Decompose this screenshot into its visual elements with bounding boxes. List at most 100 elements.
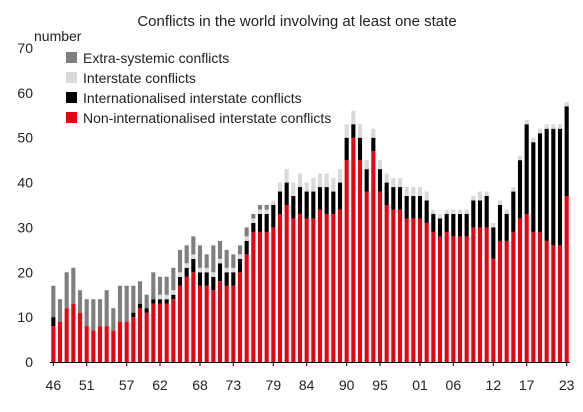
bar-segment (111, 308, 116, 331)
bar-segment (564, 101, 569, 107)
bar-segment (484, 227, 489, 362)
bar-segment (337, 182, 343, 210)
bar-segment (451, 213, 456, 237)
bar-segment (191, 254, 196, 259)
bar-segment (211, 290, 216, 362)
bar-segment (64, 272, 69, 309)
bar-segment (344, 137, 349, 161)
bar-segment (97, 326, 103, 362)
bar-segment (77, 290, 83, 313)
bar-segment (384, 205, 389, 362)
bar-segment (437, 218, 443, 237)
bar-segment (484, 191, 489, 197)
bar-segment (244, 254, 249, 362)
bar-segment (51, 317, 56, 327)
bar-segment (471, 196, 476, 201)
bar-segment (137, 308, 143, 362)
bar-segment (477, 200, 483, 228)
bar-segment (157, 294, 163, 300)
bar-segment (384, 173, 389, 183)
bar-segment (557, 245, 563, 362)
bar-segment (191, 258, 196, 273)
bar-segment (364, 160, 369, 170)
bar-segment (537, 133, 543, 232)
bar-segment (524, 124, 529, 214)
bar-segment (257, 205, 263, 210)
bar-segment (244, 236, 249, 241)
bar-segment (344, 160, 349, 362)
bar-segment (537, 128, 543, 134)
bar-segment (217, 240, 223, 259)
bar-segment (144, 312, 149, 362)
bar-segment (504, 209, 509, 214)
bar-segment (171, 294, 176, 300)
legend-swatch (66, 92, 77, 103)
bar-segment (271, 205, 276, 228)
bar-segment (531, 231, 536, 362)
bar-segment (291, 182, 296, 197)
bar-segment (337, 209, 343, 362)
bar-segment (64, 308, 69, 362)
bar-segment (497, 240, 503, 362)
bar-segment (551, 245, 556, 362)
bar-segment (484, 196, 489, 228)
bar-segment (404, 218, 409, 362)
bar-segment (71, 267, 76, 304)
bar-segment (131, 312, 136, 318)
bar-segment (104, 326, 109, 362)
bar-segment (357, 160, 363, 362)
bar-segment (397, 178, 403, 188)
bar-segment (357, 137, 363, 161)
bar-segment (157, 276, 163, 295)
bar-segment (231, 272, 236, 286)
bar-segment (271, 227, 276, 362)
x-tick-label: 06 (446, 377, 462, 393)
bar-segment (331, 178, 336, 192)
bar-segment (531, 137, 536, 143)
bar-segment (344, 124, 349, 138)
x-tick-label: 23 (559, 377, 575, 393)
y-tick-label: 50 (17, 130, 33, 146)
bar-segment (84, 326, 89, 362)
bar-segment (77, 312, 83, 362)
bar-segment (411, 187, 416, 197)
y-tick-label: 0 (25, 354, 33, 370)
bars (51, 101, 569, 362)
bar-segment (477, 191, 483, 201)
bar-segment (284, 205, 289, 362)
bar-segment (151, 272, 156, 300)
bar-segment (431, 231, 436, 362)
bar-segment (237, 245, 243, 255)
legend-swatch (66, 112, 77, 123)
bar-segment (84, 299, 89, 327)
bar-segment (277, 213, 283, 362)
bar-segment (291, 218, 296, 362)
bar-segment (391, 209, 396, 362)
bar-segment (457, 236, 463, 362)
bar-segment (544, 128, 549, 241)
bar-segment (304, 182, 309, 192)
bar-segment (124, 321, 129, 362)
bar-segment (251, 222, 256, 232)
bar-segment (524, 213, 529, 362)
bar-segment (304, 191, 309, 219)
bar-segment (217, 281, 223, 362)
bar-segment (231, 267, 236, 273)
bar-segment (351, 124, 356, 138)
bar-segment (164, 276, 169, 295)
bar-segment (437, 213, 443, 219)
bar-segment (351, 137, 356, 362)
bar-segment (244, 227, 249, 237)
bar-segment (471, 227, 476, 362)
bar-segment (544, 124, 549, 129)
bar-segment (237, 272, 243, 362)
bar-segment (491, 227, 496, 259)
bar-segment (57, 321, 63, 362)
y-tick-label: 30 (17, 219, 33, 235)
bar-segment (137, 303, 143, 309)
bar-segment (337, 169, 343, 183)
bar-segment (164, 299, 169, 304)
y-tick-label: 40 (17, 175, 33, 191)
bar-segment (457, 209, 463, 214)
bar-segment (264, 231, 269, 362)
